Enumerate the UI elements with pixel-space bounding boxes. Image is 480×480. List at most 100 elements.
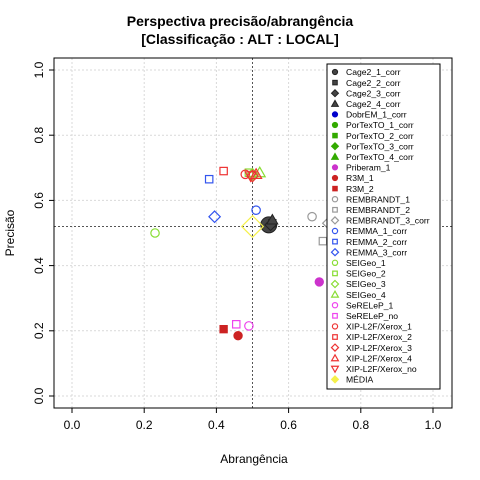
legend-label-25: XIP-L2F/Xerox_2 <box>346 332 412 342</box>
legend-marker-20 <box>330 279 340 289</box>
legend-label-14: REMBRANDT_3_corr <box>346 216 430 226</box>
legend-marker-19 <box>332 270 338 277</box>
point-27 <box>249 167 263 180</box>
legend-label-18: SEIGeo_1 <box>346 258 386 268</box>
legend-label-3: Cage2_4_corr <box>346 99 401 109</box>
legend-marker-5 <box>331 121 339 129</box>
legend-label-11: R3M_2 <box>346 184 374 194</box>
point-3 <box>266 213 279 225</box>
legend-marker-3 <box>330 99 340 107</box>
legend-box <box>326 63 441 390</box>
point-26 <box>245 169 260 183</box>
legend-label-20: SEIGeo_3 <box>346 279 386 289</box>
legend-label-4: DobrEM_1_corr <box>346 110 407 120</box>
legend-label-15: REMMA_1_corr <box>346 226 407 236</box>
legend: Cage2_1_corrCage2_2_corrCage2_3_corrCage… <box>326 63 441 390</box>
legend-marker-15 <box>331 227 339 235</box>
point-23 <box>231 320 241 329</box>
legend-marker-0 <box>331 68 339 76</box>
legend-label-13: REMBRANDT_2 <box>346 205 410 215</box>
legend-label-21: SEIGeo_4 <box>346 290 386 300</box>
legend-label-27: XIP-L2F/Xerox_4 <box>346 353 412 363</box>
legend-marker-11 <box>332 185 338 192</box>
legend-label-9: Priberam_1 <box>346 163 391 173</box>
legend-marker-14 <box>330 216 340 225</box>
legend-marker-23 <box>332 312 338 319</box>
point-15 <box>251 205 261 215</box>
legend-marker-18 <box>331 259 339 266</box>
point-29 <box>240 214 265 239</box>
legend-label-19: SEIGeo_2 <box>346 269 386 279</box>
point-16 <box>204 174 214 184</box>
legend-label-24: XIP-L2F/Xerox_1 <box>346 322 412 332</box>
legend-marker-1 <box>332 79 338 86</box>
legend-label-6: PorTexTO_2_corr <box>346 131 414 141</box>
data-points <box>150 166 335 341</box>
point-11 <box>219 324 228 334</box>
legend-marker-17 <box>330 247 340 257</box>
x-tick-label-3: 0.6 <box>280 418 297 432</box>
point-12 <box>307 211 317 222</box>
legend-marker-6 <box>332 132 338 139</box>
y-tick-label-3: 0.6 <box>32 192 46 209</box>
chart-title-line-2: [Classificação : ALT : LOCAL] <box>141 31 339 47</box>
legend-marker-27 <box>330 353 340 362</box>
legend-marker-25 <box>332 334 338 340</box>
y-tick-label-2: 0.4 <box>32 257 46 274</box>
axes: 0.0 0.2 0.4 0.6 0.8 1.0 0.0 0.2 0.4 0.6 0.8 1.0 <box>32 61 441 432</box>
chart-title-line-1: Perspectiva precisão/abrangência <box>126 13 354 29</box>
legend-label-1: Cage2_2_corr <box>346 78 401 88</box>
legend-marker-7 <box>330 141 340 151</box>
legend-label-22: SeRELeP_1 <box>346 300 394 310</box>
legend-marker-9 <box>331 164 339 171</box>
point-18 <box>150 228 160 238</box>
point-22 <box>244 321 254 331</box>
point-28 <box>244 171 258 183</box>
x-tick-label-5: 1.0 <box>425 418 442 432</box>
legend-marker-10 <box>331 174 339 182</box>
legend-label-17: REMMA_3_corr <box>346 247 407 257</box>
legend-label-23: SeRELeP_no <box>346 311 398 321</box>
x-tick-label-0: 0.0 <box>64 418 81 432</box>
legend-label-12: REMBRANDT_1 <box>346 194 410 204</box>
legend-marker-22 <box>331 302 339 309</box>
legend-marker-16 <box>332 238 338 245</box>
legend-label-5: PorTexTO_1_corr <box>346 120 414 130</box>
legend-marker-8 <box>330 152 340 160</box>
legend-label-7: PorTexTO_3_corr <box>346 141 414 151</box>
y-axis-label: Precisão <box>3 209 17 256</box>
legend-marker-12 <box>331 195 339 203</box>
point-25 <box>219 166 228 176</box>
point-17 <box>208 210 222 224</box>
y-tick-label-5: 1.0 <box>32 61 46 78</box>
legend-label-10: R3M_1 <box>346 173 374 183</box>
legend-marker-24 <box>331 323 339 330</box>
x-tick-label-4: 0.8 <box>352 418 369 432</box>
y-tick-label-4: 0.8 <box>32 127 46 144</box>
legend-label-29: MÉDIA <box>346 375 373 385</box>
point-10 <box>233 330 243 341</box>
legend-marker-2 <box>330 88 340 98</box>
legend-label-0: Cage2_1_corr <box>346 67 401 77</box>
legend-label-16: REMMA_2_corr <box>346 237 407 247</box>
plot-frame <box>53 57 453 409</box>
point-24 <box>240 169 251 180</box>
x-tick-label-1: 0.2 <box>136 418 153 432</box>
legend-marker-28 <box>330 365 340 374</box>
x-tick-label-2: 0.4 <box>208 418 225 432</box>
point-9 <box>314 277 324 287</box>
legend-marker-13 <box>332 206 338 213</box>
y-tick-label-1: 0.2 <box>32 322 46 339</box>
legend-marker-21 <box>330 290 340 298</box>
legend-label-8: PorTexTO_4_corr <box>346 152 414 162</box>
legend-marker-29 <box>330 375 340 384</box>
legend-label-2: Cage2_3_corr <box>346 88 401 98</box>
legend-label-28: XIP-L2F/Xerox_no <box>346 364 417 374</box>
x-axis-label: Abrangência <box>220 452 288 466</box>
y-tick-label-0: 0.0 <box>32 387 46 404</box>
legend-label-26: XIP-L2F/Xerox_3 <box>346 343 412 353</box>
point-13 <box>318 236 328 246</box>
legend-marker-26 <box>330 343 340 352</box>
legend-marker-4 <box>331 111 339 118</box>
